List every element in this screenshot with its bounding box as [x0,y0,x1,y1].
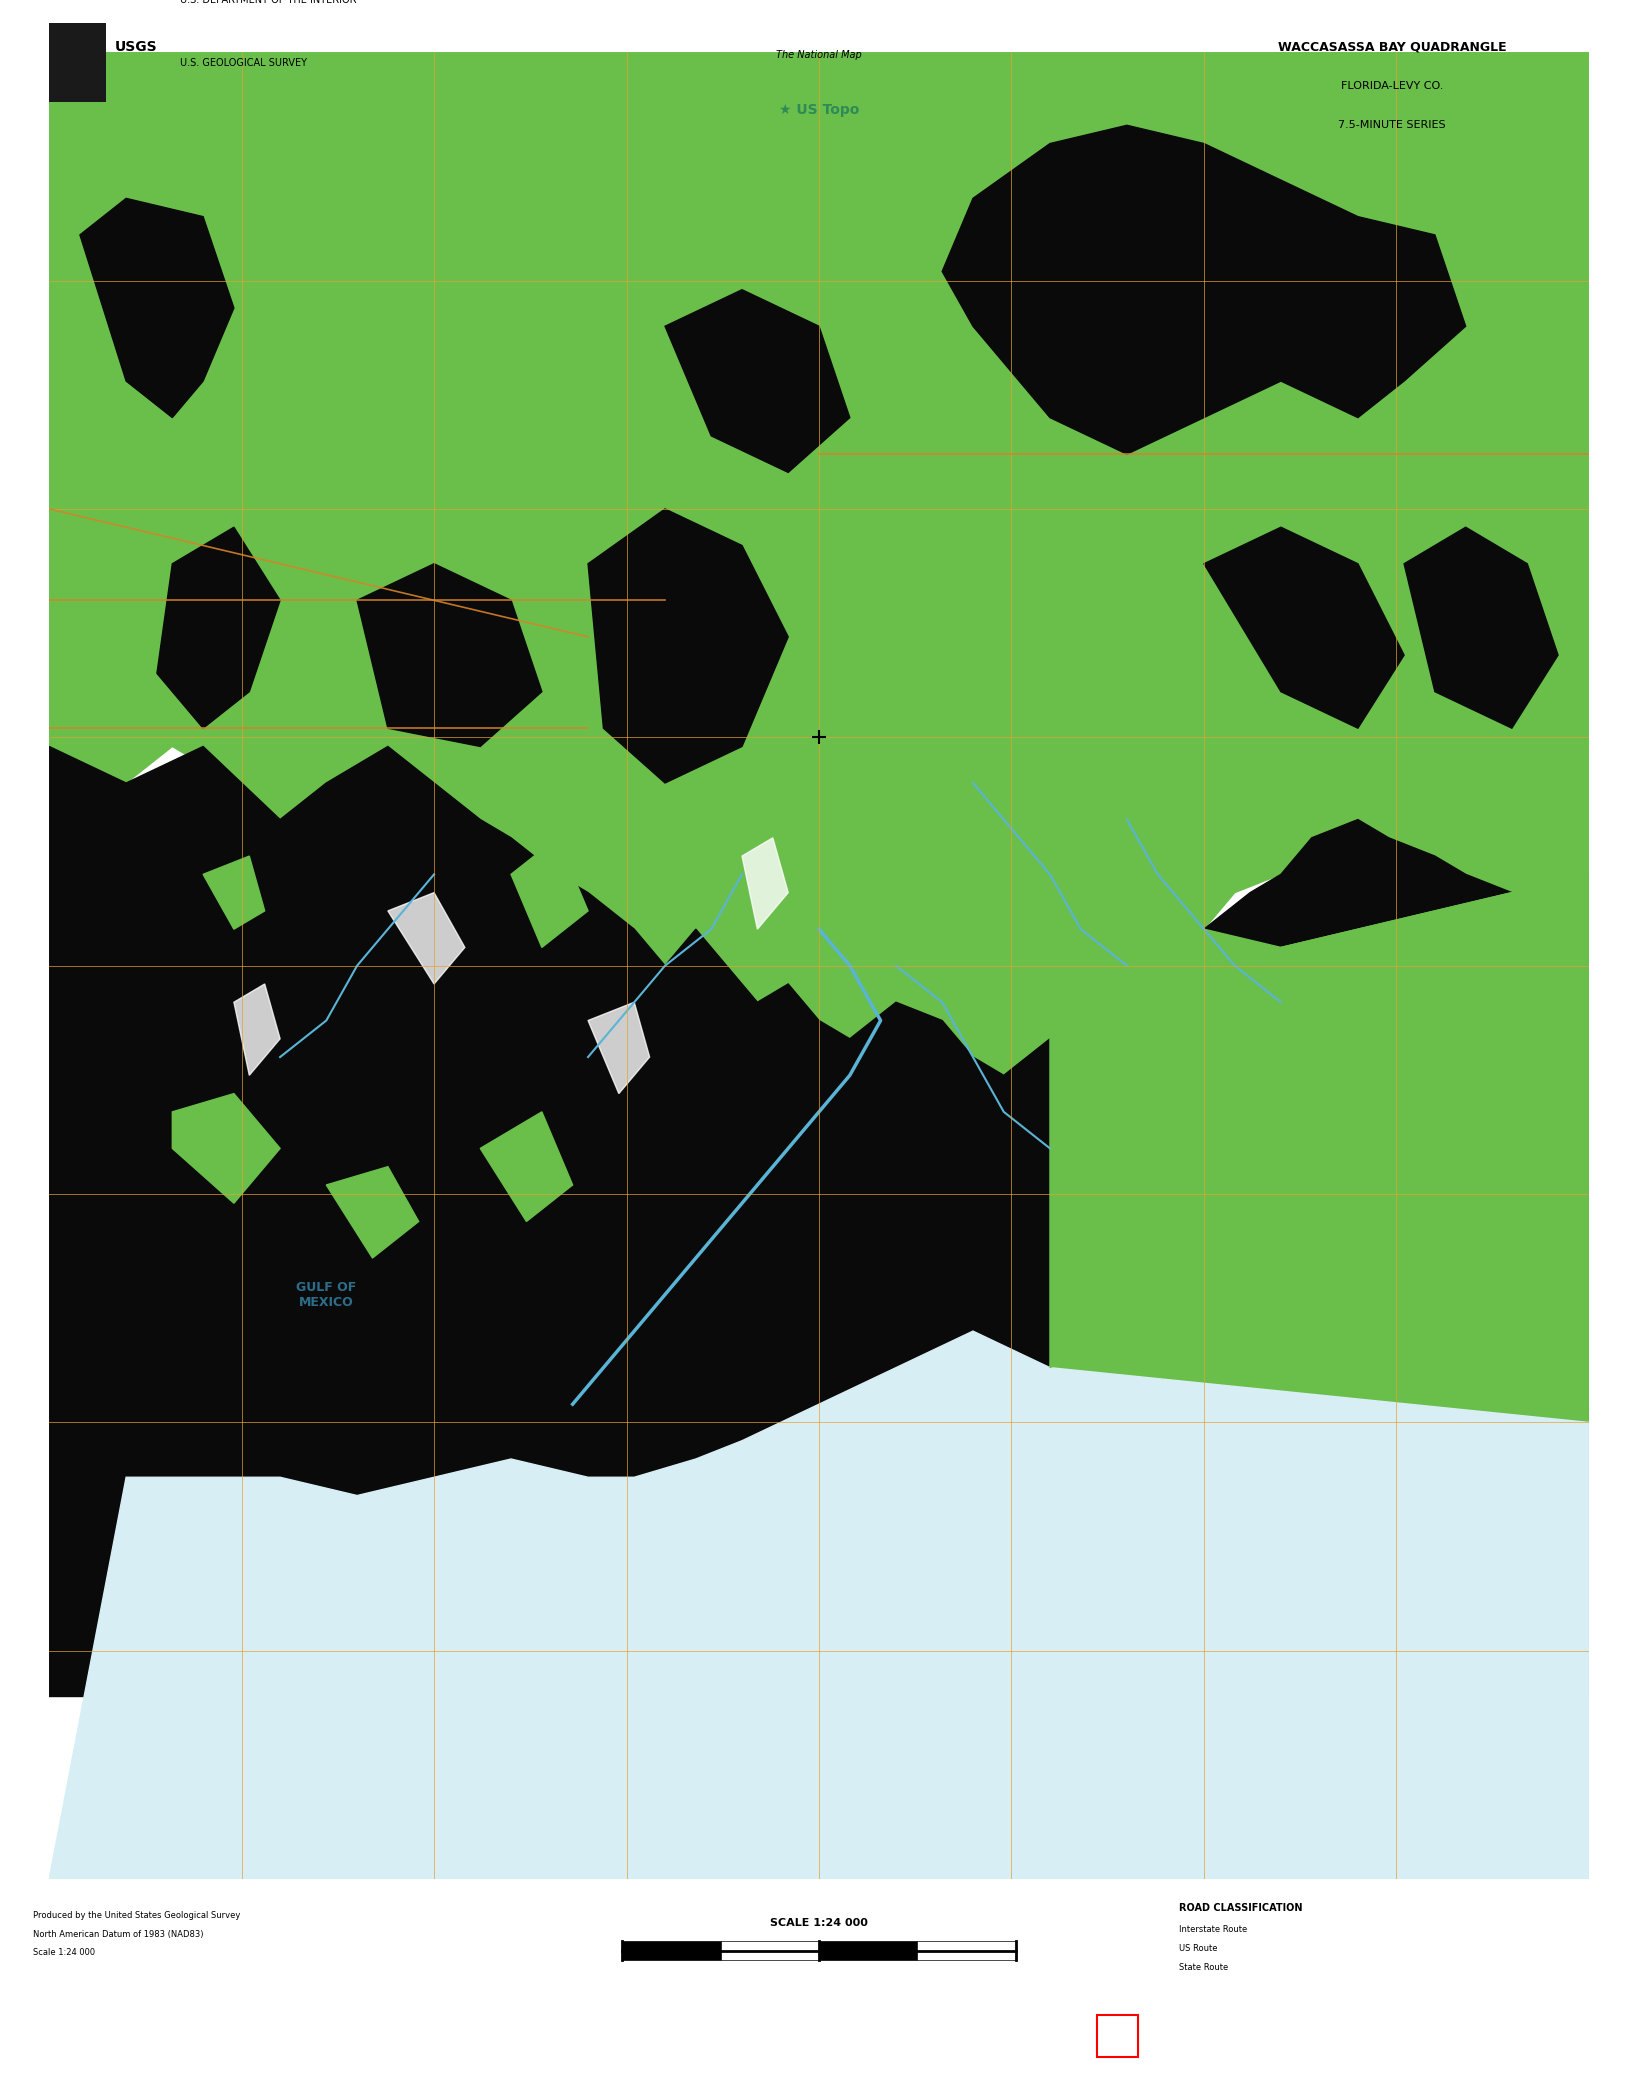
Bar [819,1942,917,1961]
Polygon shape [480,1113,573,1221]
Polygon shape [80,198,234,418]
Polygon shape [172,1094,280,1203]
Text: U.S. GEOLOGICAL SURVEY: U.S. GEOLOGICAL SURVEY [180,58,308,67]
Polygon shape [157,528,280,729]
Polygon shape [326,1167,419,1257]
Text: GULF OF
MEXICO: GULF OF MEXICO [296,1280,357,1309]
Bar [917,1942,1016,1961]
Polygon shape [1050,875,1589,1695]
Text: ROAD CLASSIFICATION: ROAD CLASSIFICATION [1179,1904,1302,1913]
Text: Scale 1:24 000: Scale 1:24 000 [33,1948,95,1956]
Polygon shape [1204,528,1404,729]
Polygon shape [942,125,1466,455]
Polygon shape [49,1332,1589,1879]
Text: U.S. DEPARTMENT OF THE INTERIOR: U.S. DEPARTMENT OF THE INTERIOR [180,0,357,4]
Text: US Route: US Route [1179,1944,1219,1952]
Text: ★ US Topo: ★ US Topo [778,102,860,117]
Polygon shape [1050,875,1589,1403]
Text: FLORIDA-LEVY CO.: FLORIDA-LEVY CO. [1342,81,1443,92]
Text: USGS: USGS [115,40,157,54]
Text: State Route: State Route [1179,1963,1228,1971]
Polygon shape [234,983,280,1075]
Polygon shape [588,1002,650,1094]
Bar [1097,2015,1138,2057]
Polygon shape [511,837,588,948]
Polygon shape [203,856,265,929]
Bar [622,1942,721,1961]
Polygon shape [49,52,1589,1075]
Polygon shape [665,290,850,472]
Polygon shape [588,509,788,783]
Text: 7.5-MINUTE SERIES: 7.5-MINUTE SERIES [1338,121,1446,129]
Bar [49,23,106,102]
Text: WACCASASSA BAY QUADRANGLE: WACCASASSA BAY QUADRANGLE [1278,40,1507,54]
Text: Produced by the United States Geological Survey: Produced by the United States Geological… [33,1911,241,1919]
Polygon shape [742,837,788,929]
Text: The National Map: The National Map [776,50,862,61]
Polygon shape [1404,528,1558,729]
Polygon shape [357,564,542,748]
Text: SCALE 1:24 000: SCALE 1:24 000 [770,1917,868,1927]
Text: North American Datum of 1983 (NAD83): North American Datum of 1983 (NAD83) [33,1929,203,1938]
Bar [721,1942,819,1961]
Polygon shape [388,894,465,983]
Polygon shape [49,748,1589,1695]
Text: Interstate Route: Interstate Route [1179,1925,1248,1933]
